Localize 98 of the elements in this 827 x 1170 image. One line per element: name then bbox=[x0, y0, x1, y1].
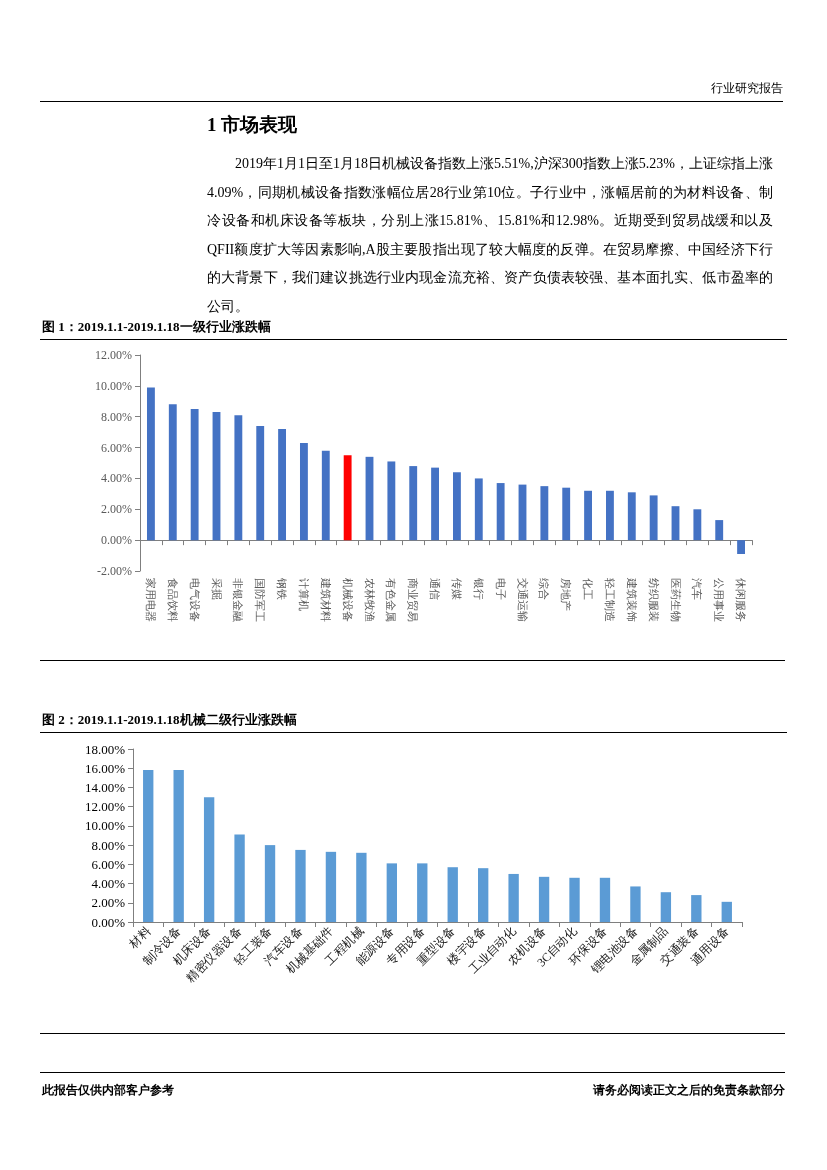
bar bbox=[605, 490, 614, 541]
x-tick-label: 建筑材料 bbox=[319, 577, 332, 622]
x-tick-label: 有色金属 bbox=[385, 578, 398, 622]
bar bbox=[356, 852, 367, 922]
y-tick-label: 2.00% bbox=[101, 502, 132, 517]
chart-title: 图 2：2019.1.1-2019.1.18机械二级行业涨跌幅 bbox=[42, 712, 297, 727]
x-tick-label: 钢铁 bbox=[276, 577, 289, 600]
bar bbox=[447, 867, 458, 922]
bar bbox=[599, 877, 611, 922]
y-tick-label: 12.00% bbox=[95, 348, 132, 362]
bar bbox=[264, 845, 276, 922]
x-tick-label: 国防军工 bbox=[254, 578, 267, 622]
x-tick-label: 医药生物 bbox=[669, 578, 682, 622]
bar bbox=[409, 466, 418, 541]
bar bbox=[173, 770, 184, 922]
x-tick-label: 传媒 bbox=[450, 578, 463, 600]
x-tick-label: 非银金融 bbox=[232, 578, 245, 622]
bar bbox=[299, 442, 308, 541]
chart-title: 图 1：2019.1.1-2019.1.18一级行业涨跌幅 bbox=[42, 319, 271, 334]
x-tick-label: 食品饮料 bbox=[166, 578, 179, 622]
bar bbox=[508, 873, 519, 922]
x-tick-label: 化工 bbox=[582, 578, 595, 600]
y-tick-label: 4.00% bbox=[101, 471, 132, 486]
bar bbox=[190, 409, 199, 541]
y-tick-label: 2.00% bbox=[91, 895, 126, 911]
x-tick-label: 纺织服装 bbox=[647, 578, 660, 622]
bar bbox=[569, 877, 580, 922]
x-tick-label: 房地产 bbox=[560, 578, 573, 611]
y-tick-label: 6.00% bbox=[91, 856, 126, 872]
y-tick-label: 0.00% bbox=[91, 914, 126, 930]
bar bbox=[496, 483, 505, 541]
bar bbox=[325, 851, 337, 922]
bar bbox=[715, 520, 724, 541]
x-tick-label: 农林牧渔 bbox=[363, 578, 376, 622]
bar bbox=[234, 415, 243, 541]
x-tick-label: 汽车 bbox=[691, 578, 704, 600]
x-tick-label: 机械设备 bbox=[341, 578, 354, 622]
x-tick-label: 通信 bbox=[429, 578, 442, 600]
bar bbox=[538, 876, 550, 922]
bar bbox=[649, 495, 658, 541]
x-tick-label: 交通运输 bbox=[516, 578, 529, 622]
x-tick-label: 采掘 bbox=[210, 578, 223, 600]
y-tick-label: 10.00% bbox=[95, 378, 132, 393]
text: 1 市场表现 bbox=[207, 114, 298, 135]
bar bbox=[691, 895, 702, 922]
x-tick-label: 公用事业 bbox=[713, 578, 726, 622]
x-tick-label: 综合 bbox=[538, 578, 551, 600]
bar bbox=[168, 404, 177, 541]
y-tick-label: 12.00% bbox=[84, 799, 126, 815]
text: 此报告仅供内部客户参考 bbox=[42, 1083, 174, 1097]
y-tick-label: -2.00% bbox=[97, 564, 132, 578]
bar bbox=[387, 461, 396, 541]
x-tick-label: 计算机 bbox=[297, 578, 310, 611]
x-tick-label: 休闲服务 bbox=[735, 578, 748, 622]
y-tick-label: 6.00% bbox=[101, 440, 132, 455]
text: 行业研究报告 bbox=[711, 81, 783, 95]
bar bbox=[386, 863, 397, 922]
bar bbox=[431, 467, 440, 541]
x-tick-label: 轻工制造 bbox=[603, 578, 616, 622]
y-tick-label: 16.00% bbox=[84, 760, 126, 776]
x-tick-label: 商业贸易 bbox=[407, 578, 420, 622]
text: 请务必阅读正文之后的免责条款部分 bbox=[593, 1083, 785, 1097]
bar bbox=[478, 868, 489, 922]
y-tick-label: 0.00% bbox=[101, 533, 132, 548]
bar bbox=[452, 472, 461, 541]
x-tick-label: 电子 bbox=[494, 578, 507, 600]
y-tick-label: 8.00% bbox=[101, 409, 132, 424]
y-tick-label: 4.00% bbox=[91, 876, 126, 892]
x-tick-label: 电气设备 bbox=[188, 578, 201, 622]
x-tick-label: 银行 bbox=[472, 577, 485, 600]
bar bbox=[737, 540, 746, 555]
y-tick-label: 14.00% bbox=[84, 779, 126, 795]
bar bbox=[474, 478, 483, 541]
bar bbox=[321, 450, 330, 541]
bar bbox=[417, 863, 428, 922]
bar bbox=[627, 492, 636, 541]
x-tick-label: 建筑装饰 bbox=[625, 577, 638, 622]
bar bbox=[146, 387, 155, 541]
x-tick-label: 家用电器 bbox=[144, 578, 157, 622]
text: 2019年1月1日至1月18日机械设备指数上涨5.51%,沪深300指数上涨5.23%，上证综指上涨4.09%，同期机械设备指数涨幅位居28行业第10位。子行业中，涨幅居前的为材料设备、制冷设备和机床设备等板块，分别上涨15.81%、15.81%和12.98%。近期受到贸易战缓和以及QFII额度扩大等因素影响,A股主要股指出现了较大幅度的反弹。在贸易摩擦、中国经济下行的大背景下，我们建议挑选行业内现金流充裕、资产负债表较强、基本面扎实、低市盈率的公司。 bbox=[207, 156, 773, 314]
bar bbox=[295, 849, 306, 922]
bar bbox=[562, 487, 571, 541]
bar bbox=[256, 425, 265, 541]
bar bbox=[584, 490, 593, 541]
bar bbox=[721, 901, 732, 922]
bar bbox=[660, 892, 672, 922]
bar bbox=[693, 509, 702, 541]
bar bbox=[540, 486, 549, 541]
bar bbox=[234, 834, 245, 922]
bar bbox=[343, 455, 352, 541]
y-tick-label: 10.00% bbox=[84, 818, 126, 834]
bar bbox=[630, 886, 641, 922]
y-tick-label: 18.00% bbox=[84, 741, 126, 757]
x-tick-label: 材料 bbox=[125, 924, 154, 952]
bar bbox=[143, 770, 154, 922]
bar bbox=[203, 797, 215, 922]
bar bbox=[278, 429, 287, 541]
y-tick-label: 8.00% bbox=[91, 837, 126, 853]
